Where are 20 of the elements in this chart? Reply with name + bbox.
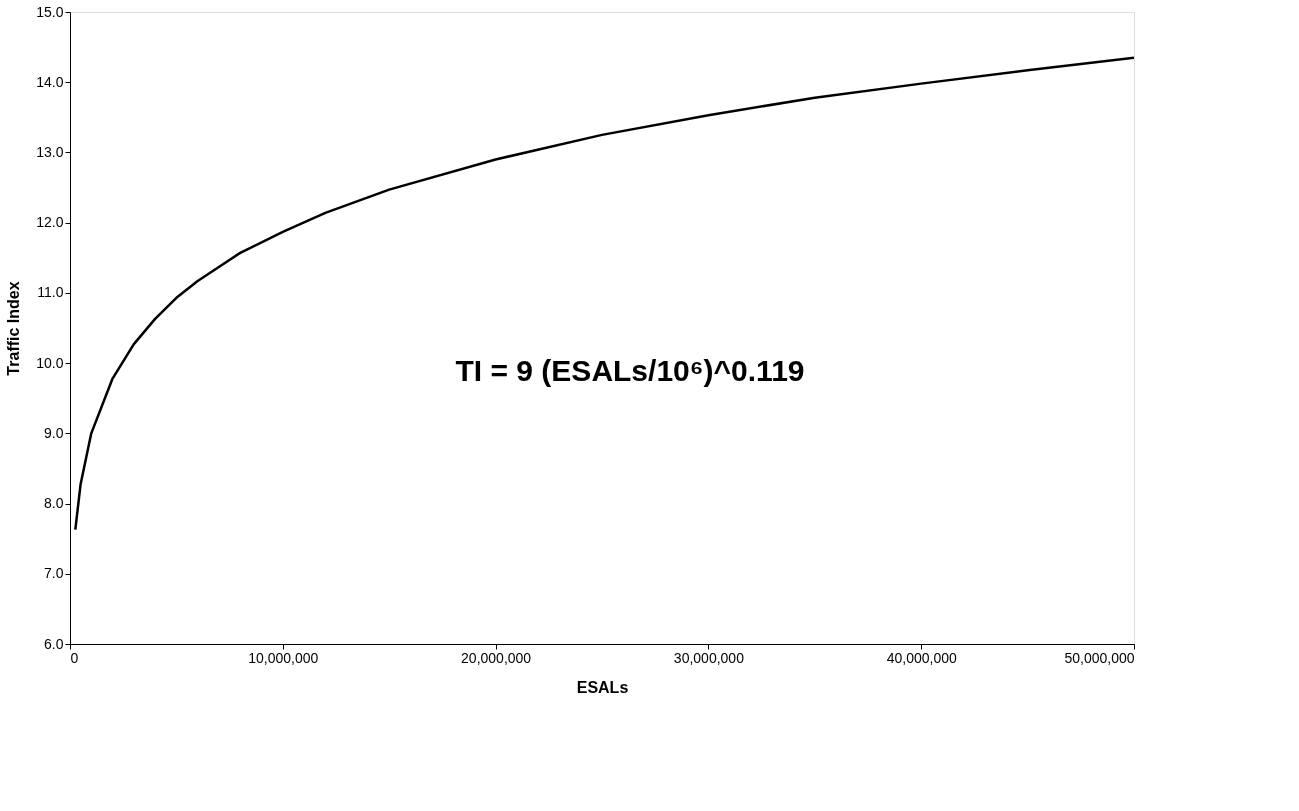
x-tick-label: 50,000,000 (1064, 649, 1135, 666)
x-tick-label: 20,000,000 (461, 649, 532, 666)
y-tick-label: 8.0 (44, 495, 64, 512)
y-tick-label: 6.0 (44, 635, 64, 652)
y-tick-label: 13.0 (36, 143, 64, 160)
annotation: TI = 9 (ESALs/10⁶)^0.119 (455, 354, 805, 387)
x-tick-label: 40,000,000 (886, 649, 957, 666)
y-axis-title: Traffic Index (5, 281, 23, 376)
y-tick-label: 10.0 (36, 354, 64, 371)
y-tick-label: 14.0 (36, 73, 64, 90)
y-tick-label: 12.0 (36, 214, 64, 231)
y-tick-label: 9.0 (44, 424, 64, 441)
x-tick-label: 0 (70, 649, 79, 666)
x-axis-title: ESALs (576, 678, 629, 696)
line-series (74, 56, 1134, 531)
y-tick-label: 7.0 (44, 565, 64, 582)
x-tick-label: 30,000,000 (673, 649, 745, 666)
y-tick-label: 11.0 (37, 284, 64, 301)
y-tick-label: 15.0 (36, 3, 64, 20)
x-tick-label: 10,000,000 (248, 649, 319, 666)
